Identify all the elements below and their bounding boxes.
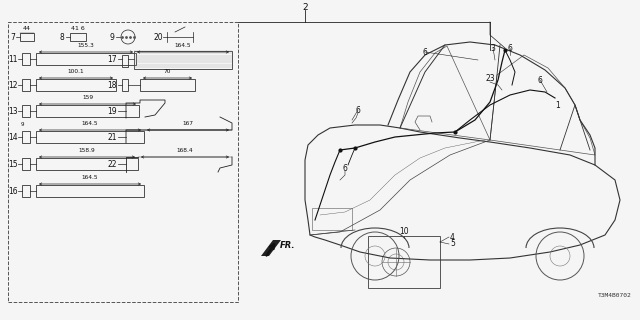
Text: 7: 7 [11,33,15,42]
Bar [22,185,30,197]
Bar [312,208,352,230]
Text: 158.9: 158.9 [79,148,95,153]
Text: FR.: FR. [280,242,296,251]
Bar [140,79,195,91]
Text: 16: 16 [8,187,18,196]
Bar [70,33,86,41]
Text: 9: 9 [109,33,115,42]
Text: 17: 17 [107,54,117,63]
Text: 15: 15 [8,159,18,169]
Text: 6: 6 [356,106,360,115]
Text: 21: 21 [108,132,116,141]
Polygon shape [261,240,281,256]
Text: 3: 3 [491,44,495,52]
Text: T3M4B0702: T3M4B0702 [598,293,632,298]
Text: 11: 11 [8,54,18,63]
Text: 23: 23 [485,74,495,83]
Text: 9: 9 [20,122,24,126]
Bar [36,185,144,197]
Bar [368,236,440,288]
Text: 13: 13 [8,107,18,116]
Bar [36,105,139,117]
Text: 22: 22 [108,159,116,169]
Text: 12: 12 [8,81,18,90]
Text: 159: 159 [82,95,93,100]
Text: 167: 167 [182,121,193,126]
Text: 6: 6 [342,164,348,172]
Bar [36,131,144,143]
Bar [8,22,238,302]
Bar [20,33,34,41]
Text: 6: 6 [508,44,513,52]
Text: 10: 10 [399,227,409,236]
Bar [22,105,30,117]
Text: 164.5: 164.5 [175,43,191,48]
Text: 164.5: 164.5 [82,175,99,180]
Text: 70: 70 [164,69,172,74]
Text: 4: 4 [450,233,455,242]
Bar [36,79,116,91]
Bar [22,53,30,65]
Text: 18: 18 [108,81,116,90]
Bar [122,55,128,67]
Bar [22,158,30,170]
Text: 164.5: 164.5 [82,121,99,126]
Text: 168.4: 168.4 [177,148,193,153]
Text: 8: 8 [60,33,65,42]
Text: 20: 20 [153,33,163,42]
Bar [122,79,128,91]
Text: 100.1: 100.1 [68,69,84,74]
Text: 1: 1 [556,100,561,109]
Text: 155.3: 155.3 [77,43,94,48]
Text: 2: 2 [302,3,308,12]
Bar [22,79,30,91]
Bar [134,51,232,69]
Text: 5: 5 [450,239,455,249]
Text: 6: 6 [422,47,428,57]
Text: 44: 44 [23,26,31,31]
Bar [36,53,136,65]
Bar [36,158,138,170]
Text: 6: 6 [538,76,543,84]
Bar [22,131,30,143]
Text: 14: 14 [8,132,18,141]
Text: 19: 19 [107,107,117,116]
Text: 41 6: 41 6 [71,26,85,31]
